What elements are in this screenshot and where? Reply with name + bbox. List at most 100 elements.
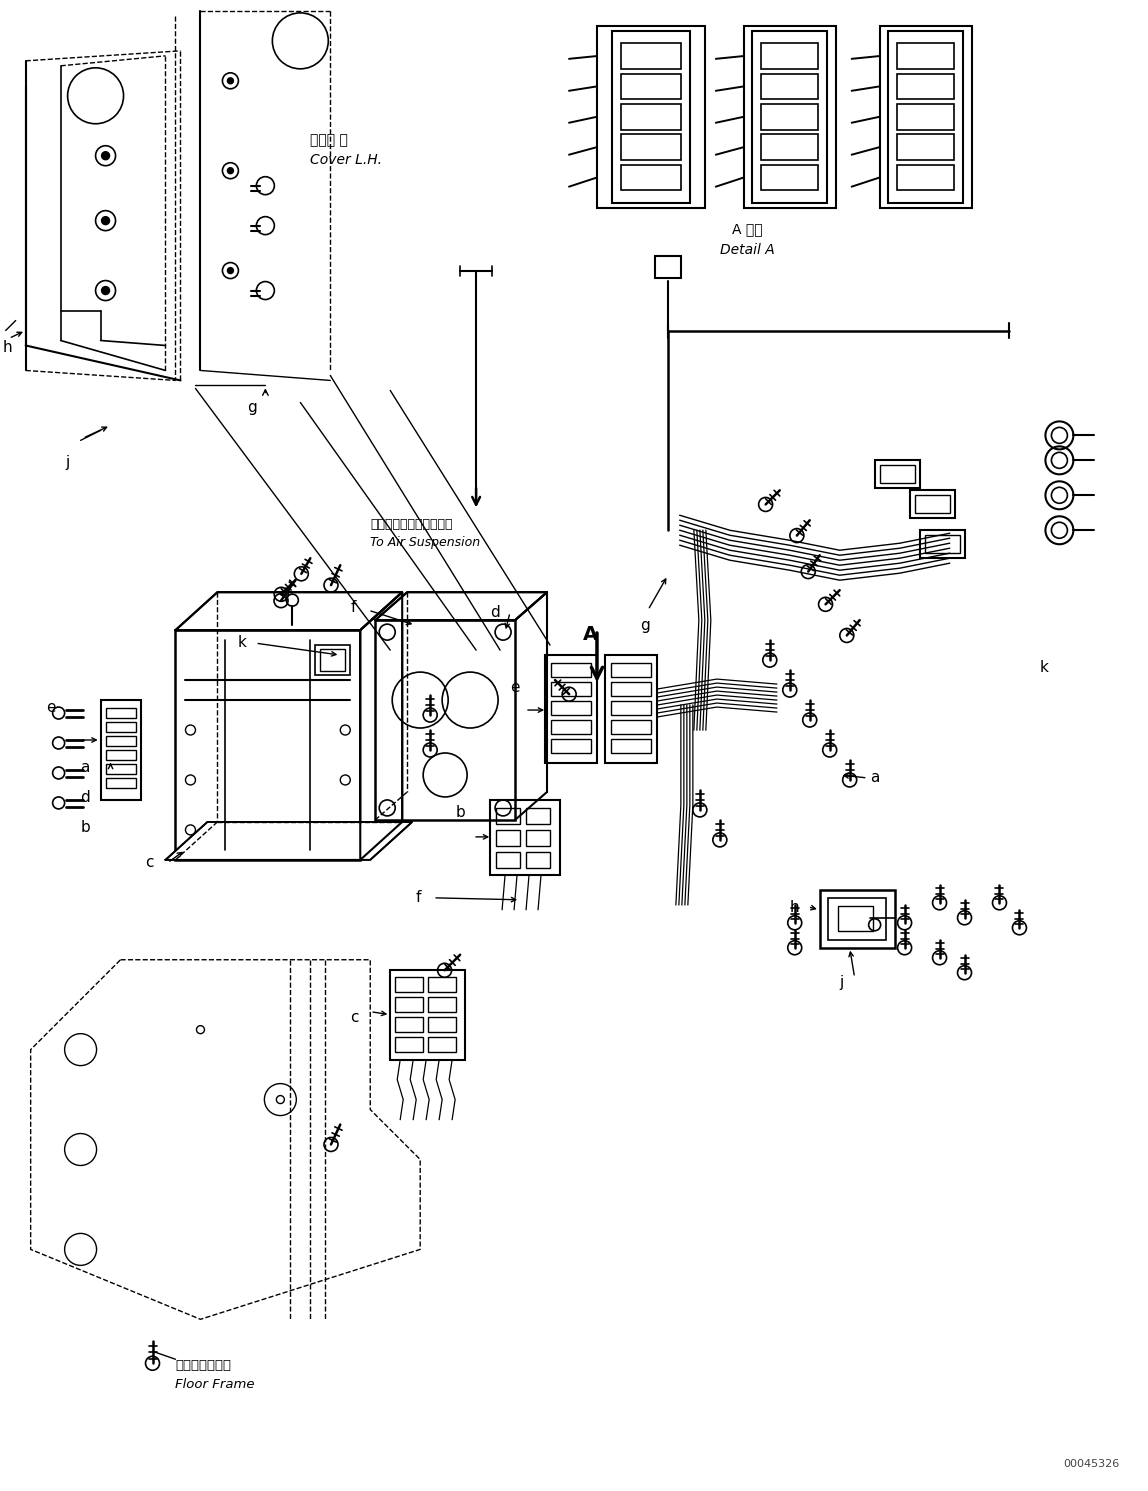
- Bar: [654, 255, 681, 277]
- Bar: [761, 104, 817, 130]
- Bar: [496, 851, 520, 868]
- Bar: [490, 801, 560, 875]
- Text: f: f: [416, 890, 420, 905]
- Bar: [395, 1036, 424, 1051]
- Bar: [316, 646, 350, 675]
- Bar: [611, 663, 651, 677]
- Text: Cover L.H.: Cover L.H.: [310, 152, 382, 167]
- Text: k: k: [1039, 661, 1048, 675]
- Circle shape: [101, 286, 109, 295]
- Bar: [621, 43, 681, 69]
- Bar: [611, 681, 651, 696]
- Bar: [744, 25, 836, 207]
- Bar: [924, 535, 960, 553]
- Bar: [106, 750, 135, 760]
- Bar: [761, 43, 817, 69]
- Text: A: A: [583, 625, 598, 644]
- Polygon shape: [165, 822, 412, 860]
- Bar: [879, 25, 971, 207]
- Circle shape: [196, 1026, 204, 1033]
- Circle shape: [101, 216, 109, 225]
- Text: エアーサスペンションへ: エアーサスペンションへ: [371, 519, 452, 531]
- Polygon shape: [360, 592, 402, 860]
- Bar: [621, 73, 681, 98]
- Bar: [428, 1017, 456, 1032]
- Bar: [496, 808, 520, 825]
- Polygon shape: [176, 592, 402, 631]
- Bar: [752, 31, 827, 203]
- Bar: [526, 808, 550, 825]
- Bar: [526, 851, 550, 868]
- Circle shape: [227, 167, 233, 173]
- Bar: [106, 763, 135, 774]
- Text: d: d: [490, 605, 499, 620]
- Text: g: g: [639, 619, 650, 634]
- Text: フロアフレーム: フロアフレーム: [176, 1360, 232, 1372]
- Bar: [621, 164, 681, 191]
- Bar: [611, 740, 651, 753]
- Text: h: h: [2, 340, 13, 355]
- Bar: [761, 134, 817, 160]
- Bar: [545, 655, 597, 763]
- Bar: [621, 104, 681, 130]
- Bar: [106, 778, 135, 787]
- Bar: [551, 681, 591, 696]
- Text: To Air Suspension: To Air Suspension: [371, 537, 480, 549]
- Bar: [395, 996, 424, 1012]
- Bar: [887, 31, 962, 203]
- Text: e: e: [510, 680, 520, 695]
- Bar: [395, 1017, 424, 1032]
- Bar: [375, 620, 515, 820]
- Bar: [897, 104, 954, 130]
- Bar: [176, 631, 360, 860]
- Bar: [526, 830, 550, 845]
- Bar: [838, 907, 872, 930]
- Text: k: k: [238, 635, 247, 650]
- Bar: [395, 977, 424, 992]
- Bar: [897, 134, 954, 160]
- Bar: [428, 977, 456, 992]
- Text: h: h: [790, 899, 799, 915]
- Bar: [106, 722, 135, 732]
- Text: b: b: [455, 805, 465, 820]
- Text: 00045326: 00045326: [1063, 1460, 1119, 1469]
- Text: c: c: [146, 854, 154, 869]
- Text: Detail A: Detail A: [721, 243, 775, 256]
- Text: a: a: [870, 769, 879, 784]
- Text: j: j: [65, 455, 70, 470]
- Bar: [915, 495, 949, 513]
- Circle shape: [227, 78, 233, 83]
- Polygon shape: [375, 592, 548, 620]
- Text: カバー 左: カバー 左: [310, 133, 348, 146]
- Text: a: a: [80, 760, 90, 775]
- Text: b: b: [80, 820, 91, 835]
- Text: c: c: [350, 1009, 359, 1024]
- Bar: [106, 737, 135, 746]
- Bar: [605, 655, 657, 763]
- Bar: [101, 701, 140, 801]
- Circle shape: [277, 1096, 285, 1103]
- Bar: [390, 969, 465, 1060]
- Bar: [820, 890, 894, 948]
- Bar: [909, 491, 954, 519]
- Text: e: e: [46, 701, 55, 716]
- Bar: [551, 663, 591, 677]
- Text: g: g: [248, 401, 257, 416]
- Text: j: j: [839, 975, 844, 990]
- Bar: [597, 25, 705, 207]
- Bar: [261, 830, 280, 851]
- Bar: [828, 898, 885, 939]
- Bar: [761, 73, 817, 98]
- Bar: [496, 830, 520, 845]
- Bar: [551, 701, 591, 716]
- Bar: [611, 720, 651, 734]
- Bar: [320, 649, 346, 671]
- Bar: [106, 708, 135, 719]
- Bar: [428, 996, 456, 1012]
- Bar: [761, 164, 817, 191]
- Bar: [897, 164, 954, 191]
- Bar: [920, 531, 964, 558]
- Bar: [897, 43, 954, 69]
- Bar: [611, 701, 651, 716]
- Bar: [612, 31, 690, 203]
